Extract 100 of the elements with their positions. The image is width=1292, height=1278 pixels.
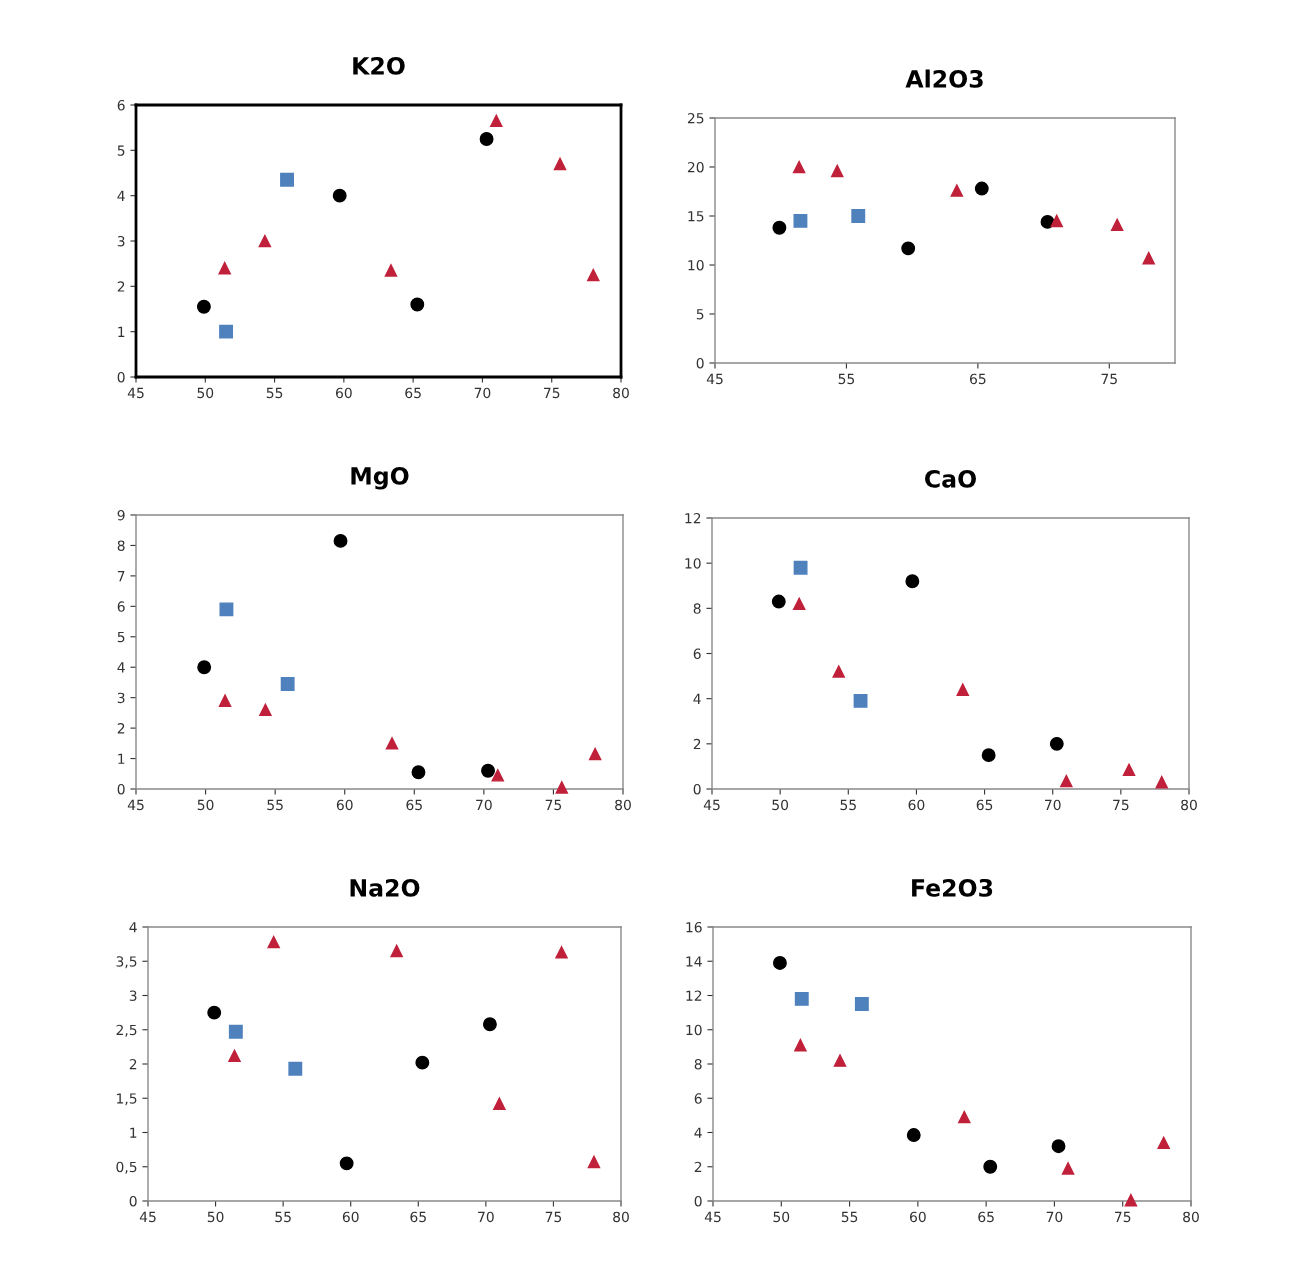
x-tick-label: 80: [1181, 799, 1197, 811]
y-tick-label: 6: [694, 1093, 702, 1104]
y-tick-label: 3: [129, 990, 137, 1001]
x-tick-label: 55: [838, 373, 855, 385]
y-tick-label: 10: [686, 1024, 702, 1036]
point: [793, 560, 808, 575]
x-tick-label: 60: [342, 1211, 359, 1223]
point: [853, 693, 868, 708]
point: [288, 1061, 303, 1076]
point: [207, 1005, 222, 1020]
point: [555, 781, 569, 794]
x-tick-label: 75: [545, 1211, 562, 1223]
chart-title: Fe2O3: [912, 878, 993, 897]
x-tick-label: 65: [410, 1211, 426, 1223]
point: [280, 677, 295, 691]
point: [196, 299, 211, 314]
y-tick-label: 5: [117, 631, 125, 643]
chart-title: Al2O3: [905, 69, 983, 88]
x-tick-label: 50: [773, 1211, 790, 1223]
point: [218, 694, 232, 707]
y-tick-label: 0: [117, 783, 125, 795]
x-tick-label: 75: [1101, 373, 1117, 385]
y-tick-label: 5: [696, 309, 704, 320]
point: [555, 946, 568, 959]
x-tick-label: 45: [139, 1211, 156, 1223]
x-tick-label: 45: [127, 799, 144, 811]
x-tick-label: 55: [841, 1211, 858, 1223]
x-tick-label: 65: [978, 1211, 994, 1223]
point: [415, 1055, 430, 1070]
point: [851, 209, 866, 223]
x-tick-label: 55: [840, 799, 856, 811]
y-tick-label: 8: [694, 1058, 702, 1070]
y-tick-label: 0: [129, 1195, 137, 1207]
x-tick-label: 55: [266, 387, 283, 399]
y-tick-label: 8: [117, 540, 125, 551]
x-tick-label: 75: [545, 799, 562, 811]
y-tick-label: 5: [117, 145, 125, 156]
point: [339, 1156, 354, 1171]
y-tick-label: 6: [117, 601, 125, 612]
point: [981, 748, 996, 763]
x-tick-label: 65: [969, 373, 986, 385]
x-tick-label: 55: [267, 799, 283, 811]
point: [772, 220, 787, 235]
point: [481, 763, 495, 778]
y-tick-label: 1,5: [117, 1093, 137, 1106]
point: [1050, 214, 1063, 228]
point: [491, 769, 505, 782]
x-tick-label: 60: [909, 1211, 926, 1223]
x-tick-label: 50: [197, 387, 214, 399]
x-tick-label: 70: [1046, 1211, 1063, 1223]
point: [793, 213, 808, 228]
y-tick-label: 6: [693, 648, 701, 659]
x-tick-label: 60: [336, 799, 353, 811]
y-tick-label: 10: [685, 558, 701, 569]
chart-title: CaO: [925, 469, 976, 488]
point: [332, 188, 347, 203]
point: [1157, 1136, 1170, 1150]
y-tick-label: 4: [129, 922, 137, 933]
y-tick-label: 0: [117, 371, 125, 383]
chart-title: K2O: [353, 56, 405, 75]
point: [333, 533, 348, 548]
point: [258, 234, 272, 248]
y-tick-label: 1: [130, 1127, 137, 1138]
x-tick-label: 50: [772, 799, 789, 811]
point: [1142, 251, 1155, 265]
x-tick-label: 70: [476, 799, 492, 811]
y-tick-label: 8: [693, 603, 701, 614]
chart-title: Na2O: [350, 878, 420, 897]
point: [587, 268, 600, 282]
y-tick-label: 2: [693, 738, 701, 750]
point: [792, 160, 806, 174]
point: [493, 1097, 506, 1110]
y-tick-label: 2,5: [116, 1024, 137, 1037]
point: [482, 1017, 497, 1032]
point: [390, 944, 403, 958]
y-tick-label: 20: [687, 161, 704, 173]
point: [228, 1024, 243, 1039]
point: [983, 1159, 998, 1174]
point: [833, 1054, 847, 1067]
point: [794, 1038, 807, 1052]
point: [385, 737, 399, 750]
y-tick-label: 3: [117, 235, 125, 247]
y-tick-label: 16: [686, 921, 702, 933]
point: [553, 157, 567, 171]
point: [219, 324, 234, 339]
x-tick-label: 70: [1045, 799, 1061, 811]
chart-title: MgO: [351, 466, 409, 490]
x-tick-label: 45: [706, 373, 723, 385]
x-tick-label: 60: [335, 387, 352, 399]
point: [259, 703, 272, 717]
point: [410, 297, 425, 312]
y-tick-label: 4: [117, 662, 125, 673]
y-tick-label: 1: [118, 326, 125, 337]
point: [587, 1155, 601, 1169]
y-tick-label: 2: [694, 1161, 702, 1173]
y-tick-label: 12: [686, 990, 702, 1001]
y-tick-label: 12: [685, 512, 701, 524]
y-tick-label: 0: [694, 1195, 702, 1207]
y-tick-label: 2: [129, 1058, 137, 1070]
y-tick-label: 2: [117, 723, 125, 734]
